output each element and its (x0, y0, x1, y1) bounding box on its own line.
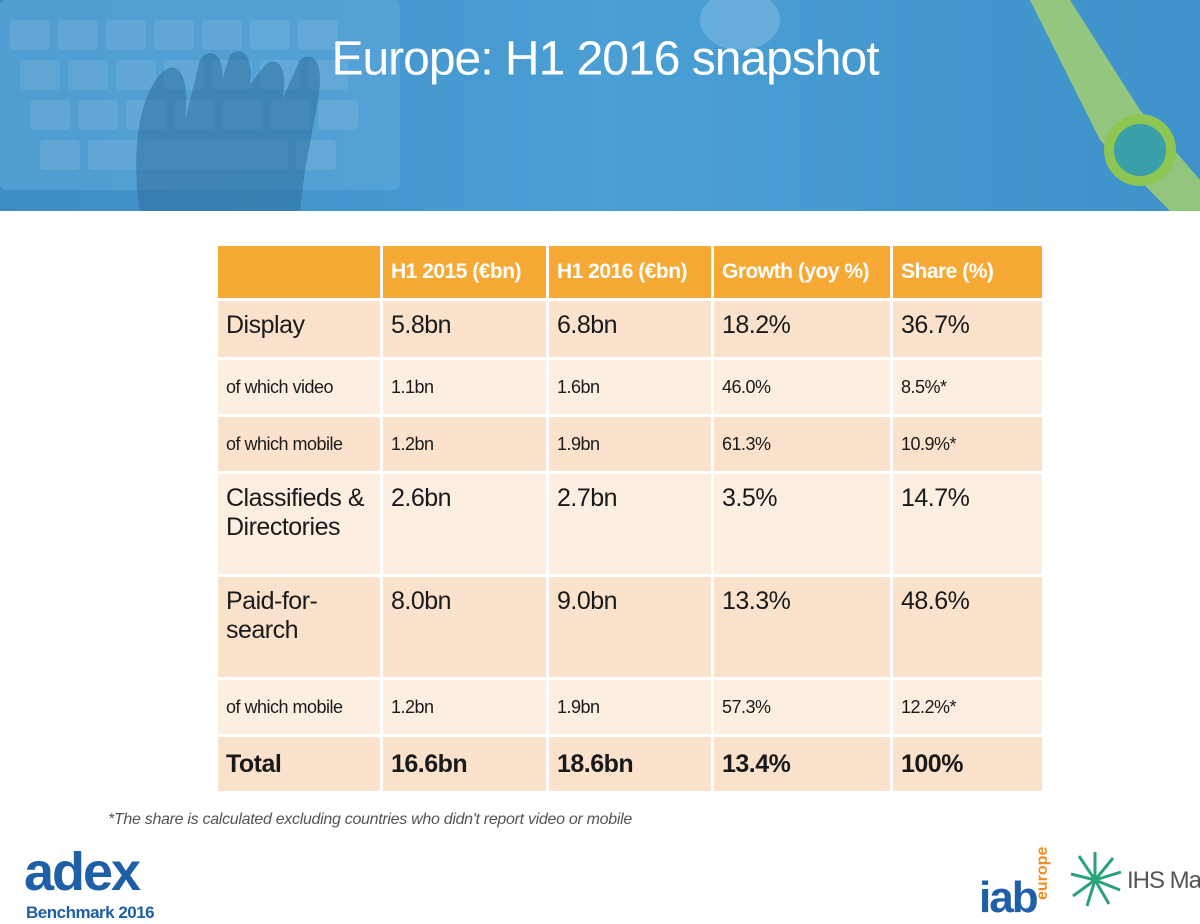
table-cell: 14.7% (893, 474, 1042, 574)
table-cell: 10.9%* (893, 417, 1042, 471)
table-cell: 16.6bn (383, 737, 546, 791)
table-cell: 12.2%* (893, 680, 1042, 734)
adex-logo: adex Benchmark 2016 (24, 842, 155, 922)
mouse-decoration (700, 0, 780, 50)
row-label: Classifieds & Directories (218, 474, 380, 574)
table-cell: 9.0bn (549, 577, 711, 677)
row-label: Total (218, 737, 380, 791)
iab-logo-subtext: europe (1034, 847, 1051, 900)
table-cell: 18.6bn (549, 737, 711, 791)
table-cell: 8.5%* (893, 360, 1042, 414)
table-row: of which mobile 1.2bn 1.9bn 57.3% 12.2%* (218, 680, 1042, 734)
table-cell: 1.2bn (383, 680, 546, 734)
adex-logo-subtext: Benchmark 2016 (26, 903, 154, 922)
header-banner: Europe: H1 2016 snapshot (0, 0, 1200, 211)
header-cell: H1 2016 (€bn) (549, 246, 711, 298)
table-cell: 13.3% (714, 577, 890, 677)
table-cell: 1.9bn (549, 417, 711, 471)
table-cell: 3.5% (714, 474, 890, 574)
table-row: of which video 1.1bn 1.6bn 46.0% 8.5%* (218, 360, 1042, 414)
ihs-logo-mark (1070, 852, 1122, 907)
table-row: Total 16.6bn 18.6bn 13.4% 100% (218, 737, 1042, 791)
table-row: Paid-for-search 8.0bn 9.0bn 13.3% 48.6% (218, 577, 1042, 677)
watch-decoration (1030, 0, 1200, 211)
table-cell: 36.7% (893, 301, 1042, 357)
table-cell: 1.6bn (549, 360, 711, 414)
ihs-logo: IHS Markit (1070, 852, 1200, 907)
table-body: Display 5.8bn 6.8bn 18.2% 36.7% of which vide… (218, 301, 1042, 791)
data-table: H1 2015 (€bn) H1 2016 (€bn) Growth (yoy %)… (215, 243, 1045, 794)
table-cell: 2.7bn (549, 474, 711, 574)
table-cell: 6.8bn (549, 301, 711, 357)
header-row: H1 2015 (€bn) H1 2016 (€bn) Growth (yoy %)… (218, 246, 1042, 298)
iab-logo: iab europe (979, 847, 1051, 922)
row-label: of which mobile (218, 417, 380, 471)
table-cell: 46.0% (714, 360, 890, 414)
ihs-logo-text: IHS Markit (1127, 867, 1200, 894)
header-cell: Share (%) (893, 246, 1042, 298)
table-cell: 8.0bn (383, 577, 546, 677)
footnote: *The share is calculated excluding count… (108, 811, 632, 828)
adex-logo-text: adex (24, 842, 141, 902)
table-row: of which mobile 1.2bn 1.9bn 61.3% 10.9%* (218, 417, 1042, 471)
row-label: of which video (218, 360, 380, 414)
table-cell: 1.2bn (383, 417, 546, 471)
row-label: Paid-for-search (218, 577, 380, 677)
header-cell (218, 246, 380, 298)
iab-logo-text: iab (979, 873, 1038, 922)
table-cell: 48.6% (893, 577, 1042, 677)
table-cell: 18.2% (714, 301, 890, 357)
slide-title: Europe: H1 2016 snapshot (331, 33, 879, 86)
table-cell: 2.6bn (383, 474, 546, 574)
row-label: of which mobile (218, 680, 380, 734)
table-cell: 13.4% (714, 737, 890, 791)
table-cell: 61.3% (714, 417, 890, 471)
table-cell: 1.1bn (383, 360, 546, 414)
table-cell: 100% (893, 737, 1042, 791)
table-cell: 5.8bn (383, 301, 546, 357)
hands-decoration (136, 51, 320, 211)
table-cell: 1.9bn (549, 680, 711, 734)
table-row: Classifieds & Directories 2.6bn 2.7bn 3.5% 1… (218, 474, 1042, 574)
table-cell: 57.3% (714, 680, 890, 734)
row-label: Display (218, 301, 380, 357)
header-cell: Growth (yoy %) (714, 246, 890, 298)
header-cell: H1 2015 (€bn) (383, 246, 546, 298)
table-row: Display 5.8bn 6.8bn 18.2% 36.7% (218, 301, 1042, 357)
